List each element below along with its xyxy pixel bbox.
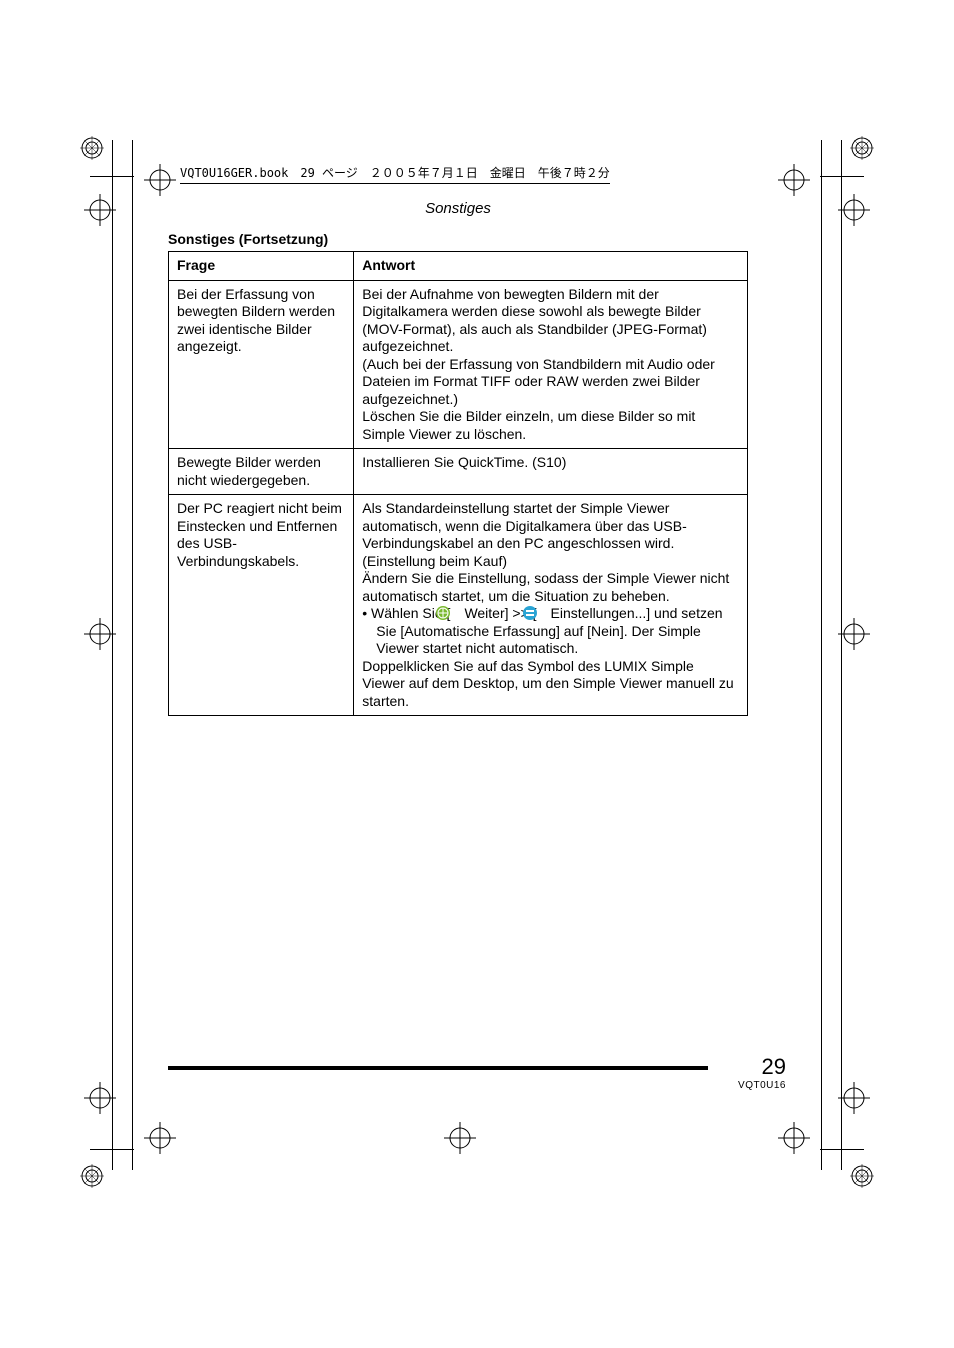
crosshair-icon	[834, 1078, 874, 1118]
answer-text: (Auch bei der Erfassung von Standbildern…	[362, 356, 739, 409]
crosshair-icon	[440, 1118, 480, 1158]
answer-cell: Installieren Sie QuickTime. (S10)	[354, 449, 748, 495]
crosshair-icon	[140, 160, 180, 200]
crop-line	[841, 140, 842, 1170]
page-footer: 29 VQT0U16	[738, 1054, 786, 1091]
crop-line	[821, 140, 822, 1170]
question-cell: Bewegte Bilder werden nicht wiedergegebe…	[169, 449, 354, 495]
table-row: Der PC reagiert nicht beim Einstecken un…	[169, 495, 748, 716]
crop-line	[90, 176, 134, 177]
answer-bullet: • Wählen Sie [Weiter] >> [Einstellungen.…	[362, 605, 739, 658]
answer-text: Bei der Aufnahme von bewegten Bildern mi…	[362, 286, 739, 356]
crop-line	[820, 1149, 864, 1150]
question-cell: Der PC reagiert nicht beim Einstecken un…	[169, 495, 354, 716]
crop-line	[820, 176, 864, 177]
crosshair-icon	[834, 614, 874, 654]
registration-mark-icon	[850, 1164, 874, 1188]
crosshair-icon	[834, 190, 874, 230]
answer-text: Als Standardeinstellung startet der Simp…	[362, 500, 739, 570]
crosshair-icon	[80, 1078, 120, 1118]
table-title: Sonstiges (Fortsetzung)	[168, 231, 748, 247]
column-header-answer: Antwort	[354, 252, 748, 281]
source-file-header: VQT0U16GER.book 29 ページ ２００５年７月１日 金曜日 午後７…	[180, 164, 610, 184]
crop-line	[112, 140, 113, 1170]
document-code: VQT0U16	[738, 1080, 786, 1091]
answer-cell: Bei der Aufnahme von bewegten Bildern mi…	[354, 280, 748, 449]
crop-line	[90, 1149, 134, 1150]
registration-mark-icon	[80, 1164, 104, 1188]
document-page: VQT0U16GER.book 29 ページ ２００５年７月１日 金曜日 午後７…	[0, 0, 954, 1348]
table-row: Bewegte Bilder werden nicht wiedergegebe…	[169, 449, 748, 495]
footer-rule	[168, 1066, 708, 1070]
answer-text: Ändern Sie die Einstellung, sodass der S…	[362, 570, 739, 605]
crosshair-icon	[140, 1118, 180, 1158]
faq-table: Frage Antwort Bei der Erfassung von bewe…	[168, 251, 748, 716]
column-header-question: Frage	[169, 252, 354, 281]
page-content: Sonstiges Sonstiges (Fortsetzung) Frage …	[168, 200, 748, 716]
einstellungen-icon	[537, 606, 551, 620]
crosshair-icon	[774, 160, 814, 200]
registration-mark-icon	[850, 136, 874, 160]
answer-cell: Als Standardeinstellung startet der Simp…	[354, 495, 748, 716]
crosshair-icon	[80, 614, 120, 654]
answer-text: Löschen Sie die Bilder einzeln, um diese…	[362, 408, 739, 443]
page-number: 29	[738, 1054, 786, 1080]
answer-text: Installieren Sie QuickTime. (S10)	[362, 454, 739, 472]
crosshair-icon	[80, 190, 120, 230]
crop-line	[132, 140, 133, 1170]
registration-mark-icon	[80, 136, 104, 160]
table-row: Bei der Erfassung von bewegten Bildern w…	[169, 280, 748, 449]
crosshair-icon	[774, 1118, 814, 1158]
section-header: Sonstiges	[168, 200, 748, 217]
question-cell: Bei der Erfassung von bewegten Bildern w…	[169, 280, 354, 449]
answer-text: Doppelklicken Sie auf das Symbol des LUM…	[362, 658, 739, 711]
weiter-icon	[450, 606, 464, 620]
